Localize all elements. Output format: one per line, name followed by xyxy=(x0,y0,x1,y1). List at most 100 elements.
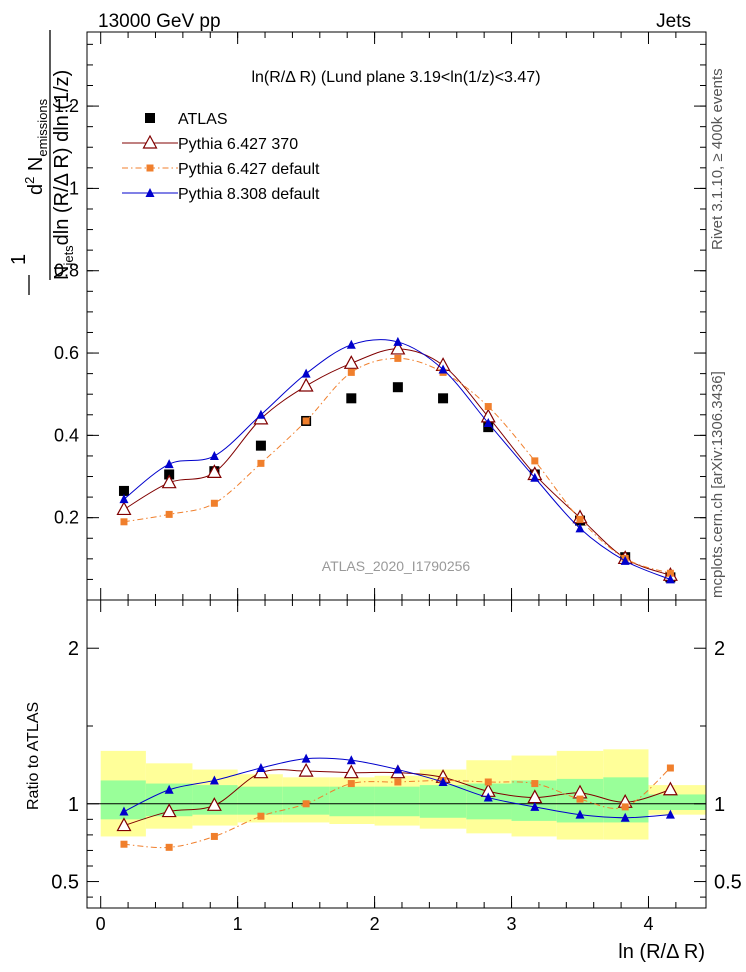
legend-label-0: ATLAS xyxy=(178,111,228,128)
main-point-1-2 xyxy=(206,464,222,479)
main-point-3-11 xyxy=(620,555,630,565)
ratio-xtick-label-2: 2 xyxy=(370,914,380,934)
inner-band-6 xyxy=(374,786,420,817)
ratio-plot-frame xyxy=(86,599,707,909)
ratio-y-axis-label: Ratio to ATLAS xyxy=(25,702,42,810)
y-label-denominator: Njetsdln (R/Δ R) dln (1/z) xyxy=(51,70,76,280)
main-point-0-7 xyxy=(438,393,449,404)
ratio-point-0-1 xyxy=(161,803,177,818)
main-point-3-10 xyxy=(575,523,585,533)
legend-marker-3 xyxy=(145,188,155,197)
ratio-point-2-7 xyxy=(438,777,448,786)
main-point-2-10 xyxy=(576,515,584,523)
ratio-point-1-2 xyxy=(210,832,218,840)
main-point-2-5 xyxy=(347,368,355,376)
ratio-point-1-4 xyxy=(302,800,310,808)
main-title: ln(R/Δ R) (Lund plane 3.19<ln(1/z)<3.47) xyxy=(251,69,540,86)
ratio-point-1-6 xyxy=(394,778,402,786)
main-point-3-8 xyxy=(483,418,493,428)
ratio-series-group xyxy=(116,753,678,851)
y-label-one: 1 xyxy=(8,254,30,265)
ratio-point-2-1 xyxy=(164,784,174,794)
inner-band-3 xyxy=(237,786,283,815)
ratio-point-2-5 xyxy=(346,755,356,765)
main-ytick-label-2: 0.6 xyxy=(54,343,79,363)
legend-label-2: Pythia 6.427 default xyxy=(178,161,320,178)
ratio-xtick-label-1: 1 xyxy=(233,914,243,934)
ratio-point-1-10 xyxy=(576,795,584,803)
ratio-point-1-1 xyxy=(165,843,173,851)
main-point-1-1 xyxy=(161,474,177,489)
ratio-point-1-3 xyxy=(257,812,265,820)
main-ytick-label-5: 1.2 xyxy=(54,96,79,116)
inner-band-7 xyxy=(419,785,467,818)
ratio-ytick-label-2: 2 xyxy=(68,638,79,660)
ratio-point-1-11 xyxy=(621,803,629,811)
main-point-0-3 xyxy=(255,440,266,451)
rivet-label: Rivet 3.1.10, ≥ 400k events xyxy=(709,68,726,250)
main-point-3-3 xyxy=(256,409,266,419)
main-point-3-0 xyxy=(119,494,129,504)
main-ytick-label-1: 0.4 xyxy=(54,425,79,445)
ratio-xtick-label-0: 0 xyxy=(96,914,106,934)
main-point-2-1 xyxy=(165,510,173,518)
main-point-1-6 xyxy=(390,340,406,355)
main-series-group xyxy=(116,336,678,584)
main-point-3-4 xyxy=(301,368,311,378)
main-point-3-1 xyxy=(164,459,174,469)
main-point-1-5 xyxy=(343,355,359,369)
ratio-point-0-0 xyxy=(116,817,132,832)
main-point-3-2 xyxy=(209,450,219,460)
ratio-point-0-2 xyxy=(206,797,222,811)
legend-marker-0 xyxy=(145,113,155,123)
ratio-point-0-4 xyxy=(298,762,314,777)
main-ytick-label-0: 0.2 xyxy=(54,508,79,528)
x-axis-label: ln (R/Δ R) xyxy=(618,941,705,963)
main-point-2-3 xyxy=(257,459,265,467)
ratio-point-1-0 xyxy=(120,840,128,848)
main-point-2-6 xyxy=(394,354,402,362)
main-point-2-0 xyxy=(120,518,128,526)
main-point-3-5 xyxy=(346,339,356,349)
ratio-point-1-8 xyxy=(484,778,492,786)
ratio-bands xyxy=(87,749,706,840)
legend-label-3: Pythia 8.308 default xyxy=(178,186,320,203)
ratio-point-2-12 xyxy=(665,809,675,819)
inner-band-12 xyxy=(648,794,706,810)
ratio-point-2-3 xyxy=(256,763,266,772)
main-point-0-6 xyxy=(392,382,403,393)
ratio-axes: 0.5 0.5 1 1 2 2 0 1 2 3 4 xyxy=(51,600,742,934)
inner-band-5 xyxy=(329,786,375,817)
ratio-ytick-label-right-1: 1 xyxy=(714,794,725,816)
main-axes: 0.2 0.4 0.6 0.8 1 1.2 xyxy=(54,32,706,600)
main-point-0-5 xyxy=(346,393,357,404)
process-label: Jets xyxy=(656,11,691,32)
ratio-point-2-9 xyxy=(530,801,540,811)
ratio-point-0-5 xyxy=(343,764,359,779)
main-point-1-4 xyxy=(298,377,314,392)
ratio-ytick-label-1: 1 xyxy=(68,794,79,816)
ratio-point-2-8 xyxy=(483,792,493,802)
main-point-3-7 xyxy=(438,364,448,374)
ratio-point-2-11 xyxy=(620,812,630,822)
ratio-point-1-5 xyxy=(347,780,355,788)
ratio-ytick-label-right-2: 2 xyxy=(714,638,725,660)
main-point-0-0 xyxy=(118,485,129,496)
main-point-2-9 xyxy=(531,457,539,465)
energy-label: 13000 GeV pp xyxy=(98,11,221,32)
main-point-3-12 xyxy=(665,574,675,584)
mcplots-label: mcplots.cern.ch [arXiv:1306.3436] xyxy=(709,371,726,598)
watermark: ATLAS_2020_I1790256 xyxy=(322,558,471,574)
main-point-3-9 xyxy=(530,472,540,482)
main-ytick-label-3: 0.8 xyxy=(54,261,79,281)
y-label-numerator: d2 Nemissions xyxy=(22,98,50,195)
ratio-point-2-6 xyxy=(393,764,403,774)
main-point-2-8 xyxy=(484,403,492,411)
ratio-xtick-label-4: 4 xyxy=(643,914,653,934)
ratio-point-2-10 xyxy=(575,809,585,819)
main-point-2-4 xyxy=(302,417,310,425)
legend-label-1: Pythia 6.427 370 xyxy=(178,136,298,153)
ratio-xtick-label-3: 3 xyxy=(507,914,517,934)
main-point-0-8 xyxy=(483,422,494,433)
